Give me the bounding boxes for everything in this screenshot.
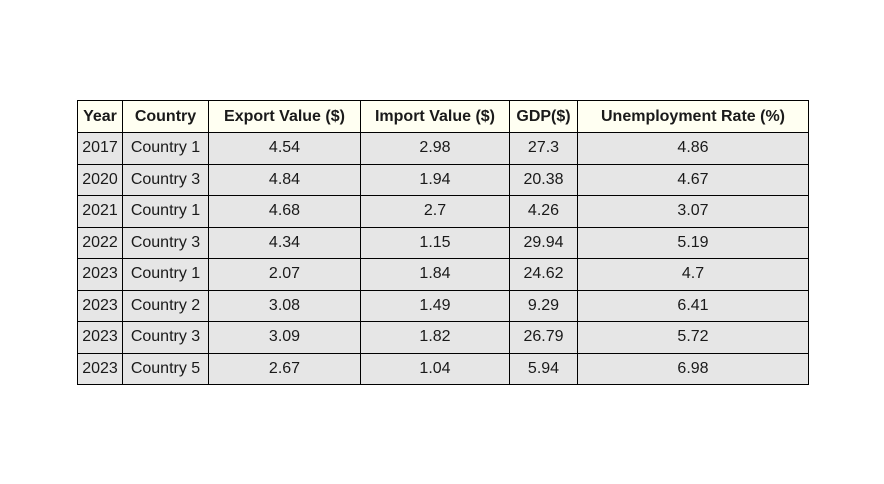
cell-import-value: 1.82 bbox=[360, 321, 510, 354]
table-row: 2017 Country 1 4.54 2.98 27.3 4.86 bbox=[77, 132, 809, 165]
cell-export-value: 2.67 bbox=[208, 352, 361, 385]
cell-year: 2022 bbox=[77, 226, 123, 259]
cell-unemployment-rate: 6.98 bbox=[577, 352, 809, 385]
header-year: Year bbox=[77, 100, 123, 133]
cell-country: Country 1 bbox=[122, 258, 209, 291]
cell-country: Country 1 bbox=[122, 132, 209, 165]
cell-unemployment-rate: 4.67 bbox=[577, 163, 809, 196]
table-row: 2023 Country 3 3.09 1.82 26.79 5.72 bbox=[77, 321, 809, 354]
header-import-value: Import Value ($) bbox=[360, 100, 510, 133]
cell-unemployment-rate: 5.72 bbox=[577, 321, 809, 354]
table-row: 2023 Country 1 2.07 1.84 24.62 4.7 bbox=[77, 258, 809, 291]
cell-gdp: 4.26 bbox=[509, 195, 578, 228]
cell-gdp: 27.3 bbox=[509, 132, 578, 165]
cell-export-value: 4.84 bbox=[208, 163, 361, 196]
cell-import-value: 1.49 bbox=[360, 289, 510, 322]
data-table: Year Country Export Value ($) Import Val… bbox=[77, 100, 809, 385]
table-row: 2020 Country 3 4.84 1.94 20.38 4.67 bbox=[77, 163, 809, 196]
cell-unemployment-rate: 4.86 bbox=[577, 132, 809, 165]
cell-export-value: 4.54 bbox=[208, 132, 361, 165]
cell-year: 2020 bbox=[77, 163, 123, 196]
cell-unemployment-rate: 4.7 bbox=[577, 258, 809, 291]
cell-import-value: 2.98 bbox=[360, 132, 510, 165]
cell-country: Country 1 bbox=[122, 195, 209, 228]
cell-gdp: 20.38 bbox=[509, 163, 578, 196]
cell-gdp: 9.29 bbox=[509, 289, 578, 322]
cell-unemployment-rate: 3.07 bbox=[577, 195, 809, 228]
cell-export-value: 3.08 bbox=[208, 289, 361, 322]
cell-country: Country 2 bbox=[122, 289, 209, 322]
cell-year: 2021 bbox=[77, 195, 123, 228]
cell-year: 2023 bbox=[77, 258, 123, 291]
table-row: 2022 Country 3 4.34 1.15 29.94 5.19 bbox=[77, 226, 809, 259]
cell-import-value: 2.7 bbox=[360, 195, 510, 228]
cell-import-value: 1.04 bbox=[360, 352, 510, 385]
cell-country: Country 3 bbox=[122, 226, 209, 259]
cell-gdp: 29.94 bbox=[509, 226, 578, 259]
cell-country: Country 5 bbox=[122, 352, 209, 385]
cell-year: 2017 bbox=[77, 132, 123, 165]
header-gdp: GDP($) bbox=[509, 100, 578, 133]
cell-year: 2023 bbox=[77, 289, 123, 322]
cell-export-value: 4.68 bbox=[208, 195, 361, 228]
table-row: 2023 Country 5 2.67 1.04 5.94 6.98 bbox=[77, 352, 809, 385]
cell-gdp: 5.94 bbox=[509, 352, 578, 385]
header-export-value: Export Value ($) bbox=[208, 100, 361, 133]
cell-export-value: 4.34 bbox=[208, 226, 361, 259]
header-unemployment-rate: Unemployment Rate (%) bbox=[577, 100, 809, 133]
header-country: Country bbox=[122, 100, 209, 133]
cell-unemployment-rate: 6.41 bbox=[577, 289, 809, 322]
cell-import-value: 1.15 bbox=[360, 226, 510, 259]
cell-year: 2023 bbox=[77, 321, 123, 354]
table-header-row: Year Country Export Value ($) Import Val… bbox=[77, 100, 809, 133]
cell-year: 2023 bbox=[77, 352, 123, 385]
table-body: 2017 Country 1 4.54 2.98 27.3 4.86 2020 Country… bbox=[77, 132, 809, 385]
table-row: 2021 Country 1 4.68 2.7 4.26 3.07 bbox=[77, 195, 809, 228]
cell-country: Country 3 bbox=[122, 163, 209, 196]
cell-gdp: 26.79 bbox=[509, 321, 578, 354]
cell-country: Country 3 bbox=[122, 321, 209, 354]
cell-gdp: 24.62 bbox=[509, 258, 578, 291]
cell-unemployment-rate: 5.19 bbox=[577, 226, 809, 259]
cell-export-value: 2.07 bbox=[208, 258, 361, 291]
cell-export-value: 3.09 bbox=[208, 321, 361, 354]
cell-import-value: 1.84 bbox=[360, 258, 510, 291]
table-row: 2023 Country 2 3.08 1.49 9.29 6.41 bbox=[77, 289, 809, 322]
cell-import-value: 1.94 bbox=[360, 163, 510, 196]
